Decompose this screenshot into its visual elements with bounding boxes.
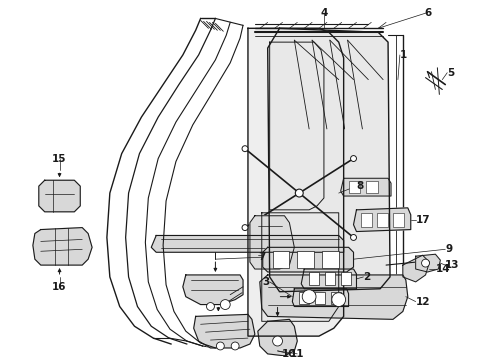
Text: 8: 8 — [357, 181, 364, 191]
Bar — [331, 292, 341, 303]
Bar — [341, 272, 350, 285]
Polygon shape — [270, 42, 324, 210]
Text: 1: 1 — [400, 50, 407, 60]
Polygon shape — [194, 314, 255, 348]
Circle shape — [295, 189, 303, 197]
Text: 4: 4 — [320, 8, 328, 18]
Circle shape — [242, 225, 248, 230]
Polygon shape — [248, 28, 343, 336]
Bar — [325, 272, 335, 285]
Bar — [367, 181, 378, 193]
Polygon shape — [263, 247, 353, 272]
Polygon shape — [183, 275, 243, 305]
Polygon shape — [341, 178, 391, 196]
Circle shape — [242, 146, 248, 152]
Bar — [297, 251, 314, 268]
Bar — [309, 272, 319, 285]
Text: 14: 14 — [436, 264, 450, 274]
Text: 15: 15 — [52, 153, 67, 163]
Polygon shape — [293, 289, 348, 306]
Text: 2: 2 — [364, 272, 370, 282]
Circle shape — [217, 342, 224, 350]
Circle shape — [421, 259, 429, 267]
Text: 17: 17 — [416, 215, 430, 225]
Circle shape — [350, 234, 357, 240]
Text: 5: 5 — [447, 68, 455, 78]
Circle shape — [272, 336, 283, 346]
Polygon shape — [250, 216, 294, 269]
Bar — [348, 181, 361, 193]
Circle shape — [350, 156, 357, 162]
Text: 3: 3 — [263, 277, 270, 287]
Text: 6: 6 — [424, 8, 431, 18]
Bar — [322, 251, 339, 268]
Polygon shape — [260, 275, 408, 319]
Polygon shape — [416, 254, 441, 272]
Bar — [393, 213, 404, 226]
Circle shape — [302, 290, 316, 303]
Polygon shape — [258, 319, 297, 356]
Text: 10: 10 — [282, 349, 296, 359]
Bar — [299, 292, 309, 303]
Circle shape — [206, 302, 215, 310]
Text: 16: 16 — [52, 282, 67, 292]
Bar — [272, 251, 290, 268]
Circle shape — [220, 300, 230, 310]
Text: 11: 11 — [290, 349, 305, 359]
Polygon shape — [301, 269, 357, 289]
Bar — [315, 292, 325, 303]
Text: 12: 12 — [416, 297, 430, 307]
Bar — [377, 213, 388, 226]
Polygon shape — [33, 228, 92, 265]
Polygon shape — [403, 255, 429, 282]
Circle shape — [332, 293, 345, 306]
Circle shape — [231, 342, 239, 350]
Text: 7: 7 — [258, 252, 266, 262]
Polygon shape — [353, 208, 411, 231]
Text: 13: 13 — [445, 260, 460, 270]
Text: 9: 9 — [445, 244, 452, 254]
Polygon shape — [268, 28, 390, 292]
Polygon shape — [262, 213, 339, 321]
Polygon shape — [151, 235, 343, 252]
Bar — [362, 213, 372, 226]
Polygon shape — [39, 180, 80, 212]
